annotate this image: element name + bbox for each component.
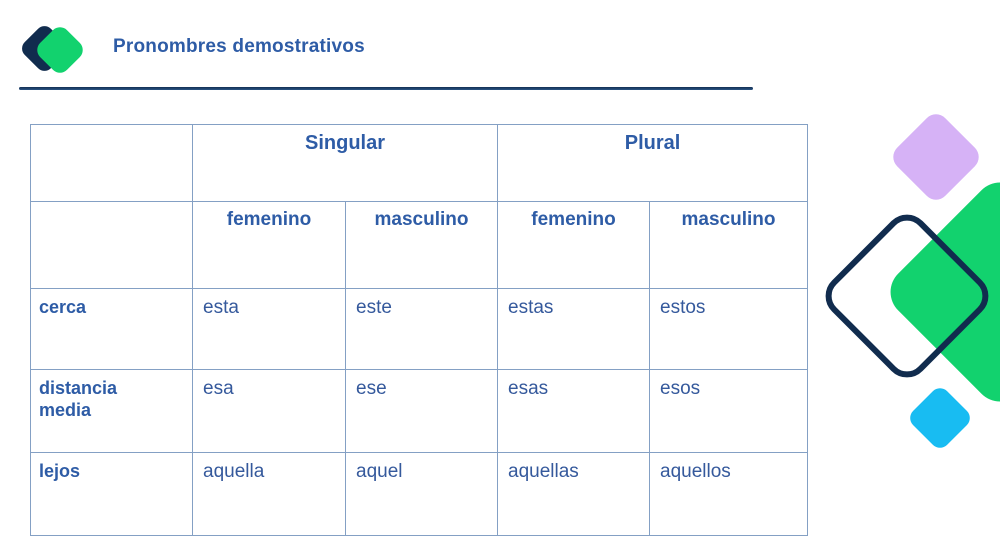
table-cell: aquella bbox=[192, 452, 346, 536]
table-row: cerca esta este estas estos bbox=[30, 288, 809, 370]
table-corner-cell bbox=[30, 201, 193, 289]
title-underline bbox=[19, 87, 753, 90]
table-cell: esas bbox=[497, 369, 651, 453]
row-label-distancia-media: distancia media bbox=[30, 369, 193, 453]
table-cell: aquellas bbox=[497, 452, 651, 536]
column-header-plural-femenino: femenino bbox=[497, 201, 651, 289]
row-label-lejos: lejos bbox=[30, 452, 193, 536]
table-cell: estos bbox=[649, 288, 809, 370]
column-header-singular-masculino: masculino bbox=[344, 201, 499, 289]
table-cell: esa bbox=[192, 369, 346, 453]
column-header-singular: Singular bbox=[191, 124, 499, 202]
table-cell: esos bbox=[649, 369, 809, 453]
table-row: distancia media esa ese esas esos bbox=[30, 369, 809, 453]
pronouns-table: Singular Plural femenino masculino femen… bbox=[30, 124, 809, 536]
column-header-singular-femenino: femenino bbox=[192, 201, 346, 289]
column-header-plural: Plural bbox=[497, 124, 809, 202]
diamond-logo-icon bbox=[16, 20, 92, 84]
table-cell: ese bbox=[344, 369, 499, 453]
table-row: lejos aquella aquel aquellas aquellos bbox=[30, 452, 809, 536]
table-cell: estas bbox=[497, 288, 651, 370]
table-corner-cell bbox=[30, 124, 193, 202]
decor-purple-diamond-icon bbox=[887, 108, 985, 206]
table-cell: este bbox=[344, 288, 499, 370]
table-cell: aquel bbox=[344, 452, 499, 536]
row-label-cerca: cerca bbox=[30, 288, 193, 370]
column-header-plural-masculino: masculino bbox=[649, 201, 809, 289]
table-cell: aquellos bbox=[649, 452, 809, 536]
table-cell: esta bbox=[192, 288, 346, 370]
decor-cyan-diamond-icon bbox=[906, 384, 974, 452]
page-title: Pronombres demostrativos bbox=[113, 36, 365, 57]
